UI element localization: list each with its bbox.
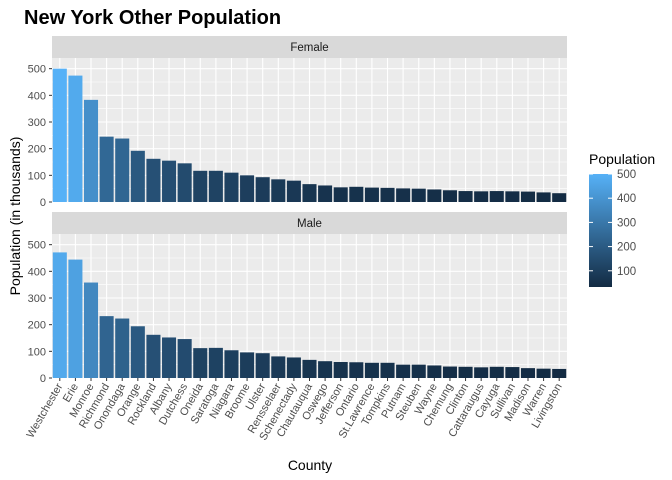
bar [380, 362, 395, 378]
legend-label: 200 [617, 242, 636, 254]
bar [286, 180, 301, 202]
bar [52, 252, 67, 378]
bar [286, 357, 301, 378]
y-tick-label: 300 [28, 117, 46, 129]
bar [349, 362, 364, 378]
bar [505, 191, 520, 202]
bar [240, 175, 255, 202]
bar [146, 158, 161, 202]
bar [505, 367, 520, 378]
bar [520, 368, 536, 378]
chart-title: New York Other Population [24, 7, 281, 29]
bar [177, 339, 192, 378]
y-tick-label: 400 [28, 90, 46, 102]
bar [130, 326, 145, 378]
y-tick-label: 0 [40, 373, 46, 385]
y-tick-label: 300 [28, 293, 46, 305]
facet-strip-label: Male [297, 218, 322, 230]
facet-strip-label: Female [290, 42, 328, 54]
bar [208, 170, 223, 202]
legend-label: 100 [617, 266, 636, 278]
y-tick-label: 500 [28, 240, 46, 252]
bar [146, 334, 161, 378]
bar [458, 191, 473, 202]
bar [255, 353, 270, 378]
bar [474, 367, 489, 378]
bar [411, 188, 426, 202]
y-tick-label: 200 [28, 320, 46, 332]
y-axis-title: Population (in thousands) [7, 137, 23, 296]
bar [318, 361, 333, 378]
y-tick-label: 100 [28, 170, 46, 182]
bar [333, 187, 348, 202]
y-tick-label: 500 [28, 64, 46, 76]
bar [302, 359, 317, 378]
bar [427, 189, 442, 202]
bar [536, 368, 551, 378]
facet-male: Male 0 100 200 300 400 500 [28, 212, 567, 385]
x-tick-label: Westchester [25, 381, 66, 440]
bar [224, 350, 239, 378]
legend-label: 300 [617, 217, 636, 229]
bar [271, 356, 286, 378]
y-tick-label: 400 [28, 266, 46, 278]
bar [68, 75, 83, 202]
bar [240, 352, 255, 378]
bar [364, 362, 379, 378]
bar [162, 337, 177, 378]
bar [224, 172, 239, 202]
bar [380, 187, 395, 202]
legend-colorbar [589, 174, 612, 287]
bar [411, 364, 426, 378]
bar [68, 259, 83, 378]
facet-strip [52, 36, 567, 58]
legend-title: Population [589, 151, 655, 167]
bar [255, 177, 270, 202]
facet-strip [52, 212, 567, 234]
bar [349, 186, 364, 202]
legend-label: 500 [617, 169, 636, 181]
bar [162, 160, 177, 202]
bar [83, 282, 99, 378]
bar [489, 191, 504, 202]
legend: 100 200 300 400 500 [589, 169, 636, 287]
bar [130, 150, 145, 202]
bar [396, 364, 411, 378]
bar [552, 193, 567, 202]
bar [302, 184, 317, 202]
bar [333, 362, 348, 378]
bar [193, 170, 208, 202]
bar [115, 318, 130, 378]
bar [99, 316, 114, 378]
legend-label: 400 [617, 193, 636, 205]
bar [489, 366, 504, 378]
y-tick-label: 100 [28, 346, 46, 358]
bar [193, 348, 208, 378]
bar [536, 192, 551, 202]
x-axis-title: County [288, 457, 332, 473]
bar [442, 366, 457, 378]
y-tick-label: 0 [40, 197, 46, 209]
bar [83, 99, 99, 202]
y-tick-label: 200 [28, 144, 46, 156]
bar [474, 191, 489, 202]
facet-female: Female 0 100 200 300 400 500 [28, 36, 567, 209]
bar [271, 179, 286, 202]
bar [552, 368, 567, 378]
bar [442, 190, 457, 202]
bar [318, 185, 333, 202]
bar [177, 163, 192, 202]
bar [52, 68, 67, 203]
bar [458, 366, 473, 378]
bar [115, 138, 130, 202]
bar [396, 188, 411, 202]
bar [364, 187, 379, 202]
bar [520, 191, 536, 202]
bar [427, 365, 442, 378]
bar [208, 347, 223, 378]
bar [99, 136, 114, 202]
